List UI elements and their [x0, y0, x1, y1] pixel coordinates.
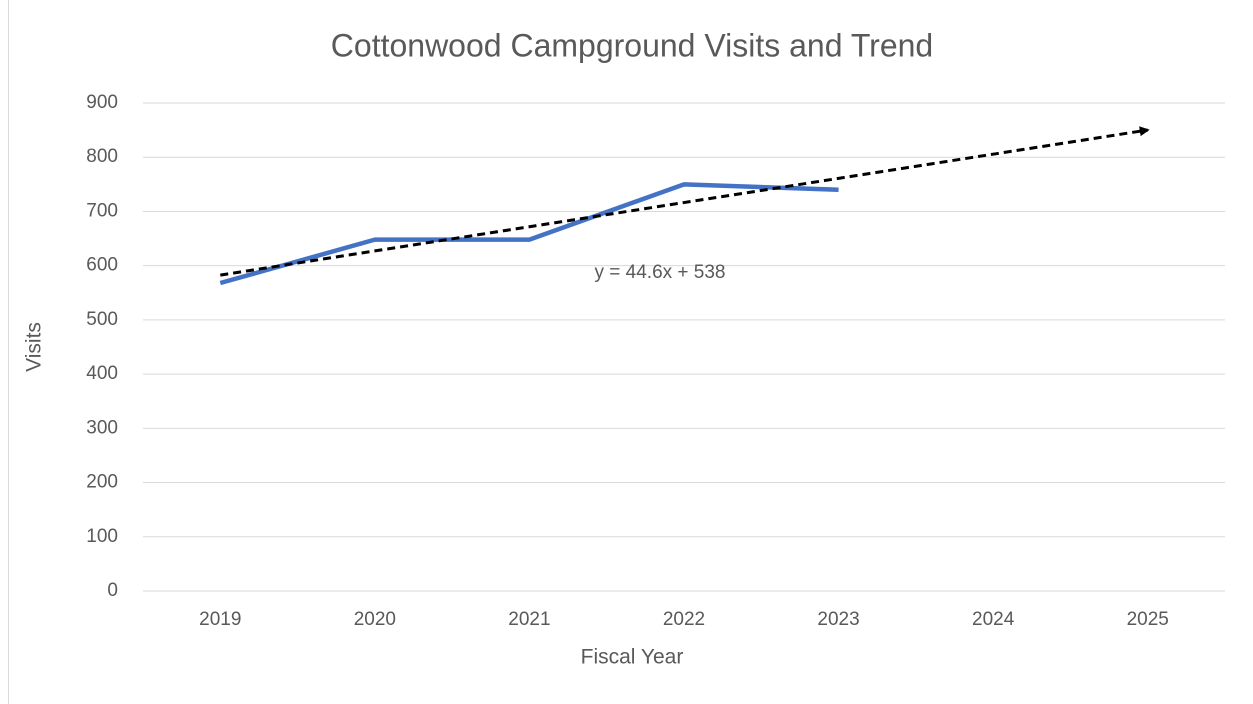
x-tick-label: 2025 — [1127, 609, 1169, 630]
y-tick-label: 300 — [86, 417, 118, 438]
y-tick-label: 800 — [86, 146, 118, 167]
x-axis-label: Fiscal Year — [581, 646, 684, 669]
y-axis-label: Visits — [23, 322, 46, 372]
x-tick-label: 2024 — [972, 609, 1015, 630]
y-tick-label: 100 — [86, 526, 118, 547]
trend-line — [220, 126, 1150, 277]
y-tick-label: 500 — [86, 309, 118, 330]
y-tick-label: 600 — [86, 255, 118, 276]
y-tick-label: 400 — [86, 363, 118, 384]
y-tick-label: 0 — [107, 580, 118, 601]
x-tick-label: 2021 — [508, 609, 550, 630]
y-tick-label: 200 — [86, 472, 118, 493]
trend-equation: y = 44.6x + 538 — [595, 262, 726, 283]
x-tick-label: 2022 — [663, 609, 705, 630]
data-line — [219, 182, 839, 286]
y-tick-label: 700 — [86, 200, 118, 221]
x-tick-label: 2020 — [354, 609, 396, 630]
x-tick-label: 2019 — [199, 609, 241, 630]
x-tick-label: 2023 — [817, 609, 859, 630]
chart-title: Cottonwood Campground Visits and Trend — [331, 27, 933, 63]
y-tick-label: 900 — [86, 92, 118, 113]
